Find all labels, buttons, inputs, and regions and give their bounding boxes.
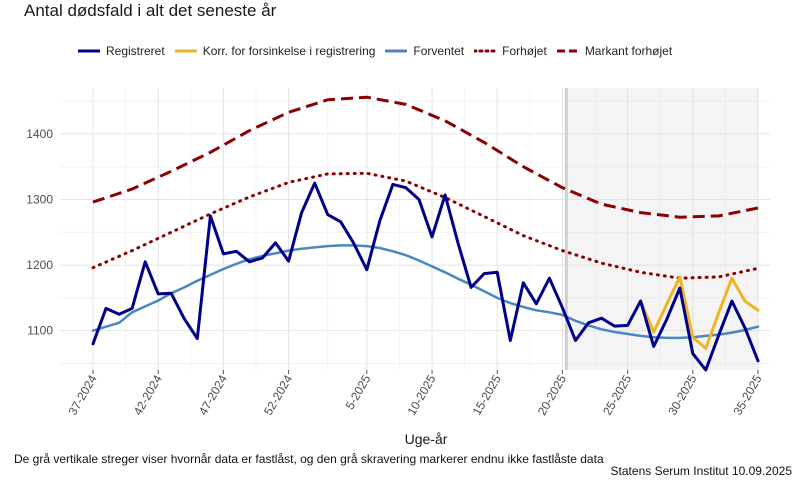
series-line-korr-for-forsinkelse-i-registrering	[639, 275, 760, 350]
series-line-registreret	[91, 181, 760, 372]
legend-label-registreret: Registreret	[106, 44, 165, 58]
legend-label-markant-forhoejet: Markant forhøjet	[584, 44, 673, 58]
x-axis-ticks: 37-2024 42-2024 47-2024 52-2024 5-2025 10-202…	[65, 370, 765, 418]
legend-swatch-registreret	[78, 49, 100, 53]
x-tick-label: 30-2025	[665, 372, 699, 417]
x-tick-label: 52-2024	[261, 372, 295, 417]
legend-swatch-korrigeret	[174, 49, 197, 53]
y-tick-label: 1400	[26, 127, 53, 141]
y-tick-label: 1100	[27, 324, 53, 338]
legend-label-korrigeret: Korr. for forsinkelse i registrering	[202, 44, 376, 58]
legend-swatch-markant-forhoejet	[556, 49, 579, 53]
legend-item-forhoejet: Forhøjet	[474, 44, 547, 58]
legend-item-registreret: Registreret	[78, 44, 165, 58]
x-tick-label: 37-2024	[65, 372, 99, 417]
y-tick-label: 1200	[26, 258, 53, 272]
x-axis-label: Uge-år	[405, 431, 448, 447]
x-tick-label: 10-2025	[404, 372, 438, 417]
x-tick-label: 15-2025	[470, 372, 504, 417]
chart-legend: Registreret Korr. for forsinkelse i regi…	[78, 44, 682, 58]
grid	[60, 88, 770, 370]
x-tick-label: 35-2025	[730, 372, 764, 417]
x-tick-label: 20-2025	[535, 372, 569, 417]
y-tick-label: 1300	[26, 192, 53, 206]
chart-title: Antal dødsfald i alt det seneste år	[24, 1, 277, 20]
legend-swatch-forhoejet	[474, 49, 497, 53]
shaded-region	[566, 88, 758, 370]
x-tick-label: 5-2025	[343, 372, 374, 412]
source-credit: Statens Serum Institut 10.09.2025	[610, 464, 792, 478]
legend-item-markant-forhoejet: Markant forhøjet	[556, 44, 673, 58]
x-tick-label: 42-2024	[131, 372, 165, 417]
unlocked-data-shading	[564, 88, 758, 370]
series-lines	[91, 95, 760, 372]
x-tick-label: 25-2025	[600, 372, 634, 417]
legend-label-forhoejet: Forhøjet	[502, 44, 547, 58]
series-line-markant-forhøjet	[92, 95, 759, 219]
legend-item-korrigeret: Korr. for forsinkelse i registrering	[174, 44, 376, 58]
legend-label-forventet: Forventet	[413, 44, 465, 58]
x-tick-label: 47-2024	[196, 372, 230, 417]
legend-item-forventet: Forventet	[385, 44, 464, 58]
chart-caption: De grå vertikale streger viser hvornår d…	[14, 452, 604, 466]
y-axis-ticks: 1100 1200 1300 1400	[26, 127, 53, 338]
legend-swatch-forventet	[385, 49, 408, 53]
